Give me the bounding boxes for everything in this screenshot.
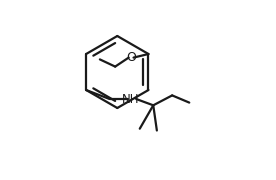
Text: NH: NH <box>121 93 139 105</box>
Text: O: O <box>126 51 136 64</box>
